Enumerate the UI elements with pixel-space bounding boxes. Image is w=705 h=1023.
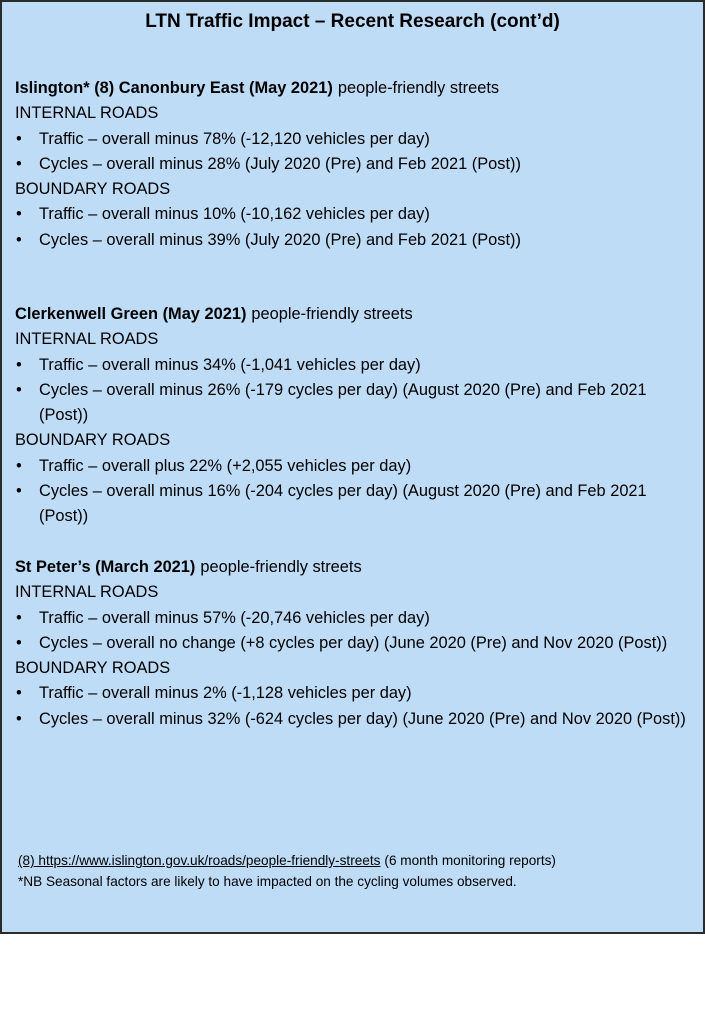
bullet-item: Traffic – overall minus 57% (-20,746 veh… <box>15 606 695 632</box>
footnote-note: *NB Seasonal factors are likely to have … <box>18 874 517 889</box>
bullet-item: Cycles – overall no change (+8 cycles pe… <box>15 631 695 657</box>
section: St Peter’s (March 2021) people-friendly s… <box>15 555 695 732</box>
group-label: INTERNAL ROADS <box>15 330 159 349</box>
bullet-item: Traffic – overall minus 2% (-1,128 vehic… <box>15 681 695 707</box>
section-heading: Islington* (8) Canonbury East (May 2021)… <box>15 76 695 101</box>
bullet-item: Cycles – overall minus 28% (July 2020 (P… <box>15 152 695 178</box>
group-label: INTERNAL ROADS <box>15 583 159 602</box>
bullet-item: Cycles – overall minus 32% (-624 cycles … <box>15 707 695 733</box>
group-label: INTERNAL ROADS <box>15 104 159 123</box>
heading-bold: Islington* (8) Canonbury East (May 2021) <box>15 79 333 97</box>
heading-bold: Clerkenwell Green (May 2021) <box>15 305 247 323</box>
footnote-text: (6 month monitoring reports) <box>384 853 556 868</box>
section-heading: St Peter’s (March 2021) people-friendly s… <box>15 555 695 580</box>
footnote-ref: (8) https://www.islington.gov.uk/roads/p… <box>18 850 658 871</box>
heading-rest: people-friendly streets <box>251 305 413 323</box>
panel: LTN Traffic Impact – Recent Research (co… <box>0 0 705 934</box>
bullet-item: Traffic – overall plus 22% (+2,055 vehic… <box>15 454 695 480</box>
title: LTN Traffic Impact – Recent Research (co… <box>145 11 560 32</box>
section: Clerkenwell Green (May 2021) people-frien… <box>15 302 695 530</box>
section-heading: Clerkenwell Green (May 2021) people-frien… <box>15 302 695 327</box>
section: Islington* (8) Canonbury East (May 2021)… <box>15 76 695 253</box>
heading-rest: people-friendly streets <box>337 79 500 97</box>
heading-bold: St Peter’s (March 2021) <box>15 558 196 576</box>
bullet-item: Traffic – overall minus 10% (-10,162 veh… <box>15 202 695 228</box>
group-label: BOUNDARY ROADS <box>15 180 171 199</box>
bullet-item: Cycles – overall minus 16% (-204 cycles … <box>15 479 695 530</box>
footnote-link: (8) https://www.islington.gov.uk/roads/p… <box>18 853 381 868</box>
bullet-item: Cycles – overall minus 26% (-179 cycles … <box>15 378 695 429</box>
bullet-item: Traffic – overall minus 34% (-1,041 vehi… <box>15 353 695 379</box>
group-label: BOUNDARY ROADS <box>15 659 171 678</box>
bullet-item: Traffic – overall minus 78% (-12,120 veh… <box>15 127 695 153</box>
heading-rest: people-friendly streets <box>200 558 362 576</box>
group-label: BOUNDARY ROADS <box>15 431 171 450</box>
bullet-item: Cycles – overall minus 39% (July 2020 (P… <box>15 228 695 254</box>
footnote: (8) https://www.islington.gov.uk/roads/p… <box>18 850 658 892</box>
